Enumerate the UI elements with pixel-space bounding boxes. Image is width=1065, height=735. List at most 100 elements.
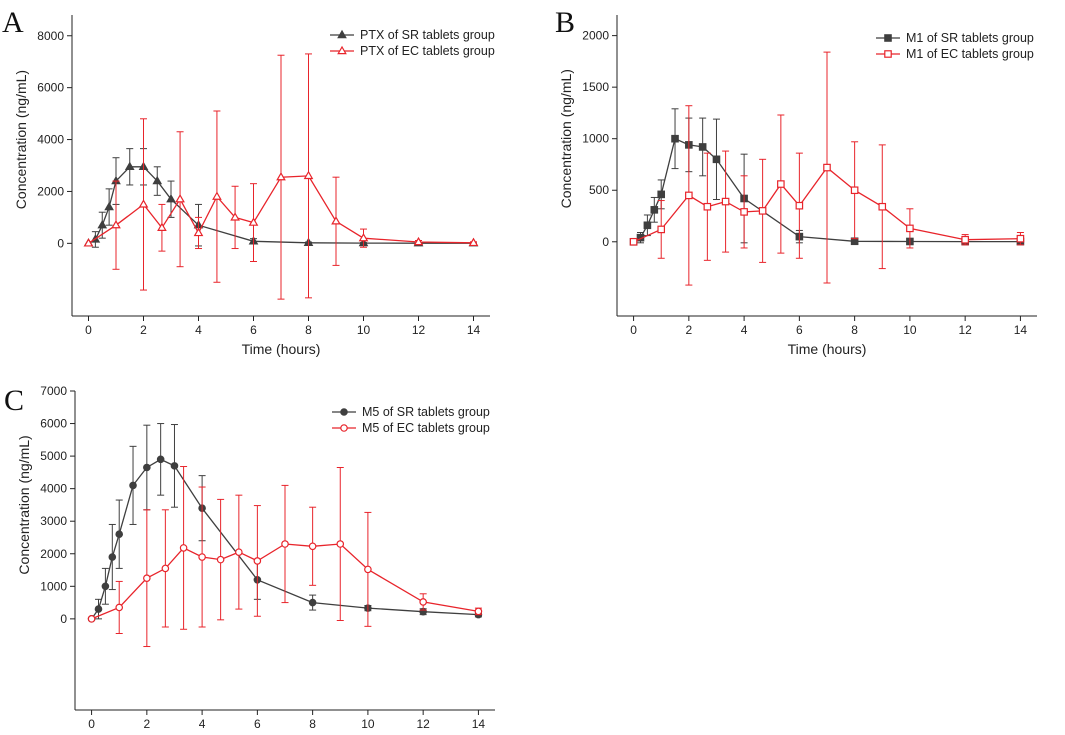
legend-marker [337,45,347,55]
data-point [474,607,483,616]
data-point [111,219,121,229]
y-tick-label: 6000 [40,417,67,431]
x-tick-label: 0 [630,323,637,337]
legend-label: M1 of EC tablets group [906,47,1034,61]
legend: M1 of SR tablets group M1 of EC tablets g… [876,31,1034,61]
x-tick-label: 6 [250,323,257,337]
data-point [179,544,188,552]
data-point [961,235,969,244]
y-tick-label: 0 [60,612,67,626]
data-point [468,237,479,247]
data-point [198,553,206,561]
data-point [795,201,804,210]
x-tick-label: 8 [851,323,858,337]
data-point [740,208,748,216]
data-point [83,238,94,247]
y-tick-label: 500 [589,183,609,197]
data-point [166,194,176,203]
data-point [161,564,170,573]
x-tick-label: 8 [309,717,316,731]
legend-marker [884,50,892,58]
panel-b-plot: 0 2 4 6 8 10 12 14 0 500 1000 1500 2000 Time (hours) C… [558,15,1037,357]
legend: PTX of SR tablets group PTX of EC tablets… [330,28,495,58]
y-tick-label: 6000 [37,81,64,95]
legend-label: M5 of SR tablets group [362,405,490,419]
x-tick-label: 10 [903,323,917,337]
legend-label: M1 of SR tablets group [906,31,1034,45]
x-tick-label: 14 [1014,323,1028,337]
panel-c: C 0 2 4 6 8 10 12 14 0 1000 2000 3000 4000 5000 6000 70… [4,384,495,731]
data-point [878,202,887,211]
data-point [212,191,222,200]
data-point [115,603,124,612]
series-2 [83,53,479,300]
x-tick-label: 2 [685,323,692,337]
x-tick-label: 4 [199,717,206,731]
data-point [906,224,914,233]
y-tick-label: 4000 [40,482,67,496]
data-point [230,212,240,221]
x-tick-label: 14 [472,717,486,731]
data-point [413,236,424,246]
data-point [712,155,721,164]
y-tick-label: 2000 [582,29,609,43]
data-point [358,232,369,242]
legend-marker [884,34,892,42]
data-point [671,134,679,143]
data-point [104,201,114,211]
x-tick-label: 4 [195,323,202,337]
y-tick-label: 1000 [40,579,67,593]
data-point [303,170,314,180]
data-point [276,171,286,181]
data-point [101,582,110,591]
panel-c-label: C [4,384,24,417]
data-point [629,237,638,246]
legend-label: PTX of EC tablets group [360,44,495,58]
data-point [657,190,666,199]
y-tick-label: 8000 [37,29,64,43]
data-point [308,598,317,607]
legend-label: PTX of SR tablets group [360,28,495,42]
data-point [108,553,117,561]
data-point [235,548,243,556]
data-point [143,463,151,472]
data-point [97,219,108,229]
data-point [87,615,96,623]
x-tick-label: 12 [958,323,972,337]
series-2 [629,51,1025,286]
data-point [758,207,767,215]
y-tick-label: 7000 [40,384,67,398]
data-point [129,481,137,490]
data-point [308,542,317,551]
data-point [643,221,652,230]
x-tick-label: 2 [143,717,150,731]
data-point [138,199,149,208]
data-point [248,217,259,226]
x-axis-title: Time (hours) [242,341,321,357]
data-point [331,216,341,225]
data-point [650,206,659,214]
x-tick-label: 4 [741,323,748,337]
x-tick-label: 0 [88,717,95,731]
panel-a-label: A [2,6,24,39]
data-point [281,540,289,548]
legend: M5 of SR tablets group M5 of EC tablets g… [332,405,490,435]
data-point [157,222,167,231]
data-point [170,462,179,470]
data-point [777,180,785,188]
data-point [823,163,831,172]
data-point [698,143,707,151]
data-point [657,225,666,234]
legend-label: M5 of EC tablets group [362,421,490,435]
x-tick-label: 12 [412,323,426,337]
data-point [336,540,345,548]
y-tick-label: 5000 [40,449,67,463]
x-tick-label: 8 [305,323,312,337]
y-tick-label: 0 [57,236,64,250]
x-tick-label: 14 [467,323,481,337]
data-point [193,227,204,237]
panel-a-plot: 0 2 4 6 8 10 12 14 0 2000 4000 6000 8000 Time (hours)… [13,15,495,357]
y-tick-label: 1000 [582,132,609,146]
panel-b-label: B [555,6,575,39]
